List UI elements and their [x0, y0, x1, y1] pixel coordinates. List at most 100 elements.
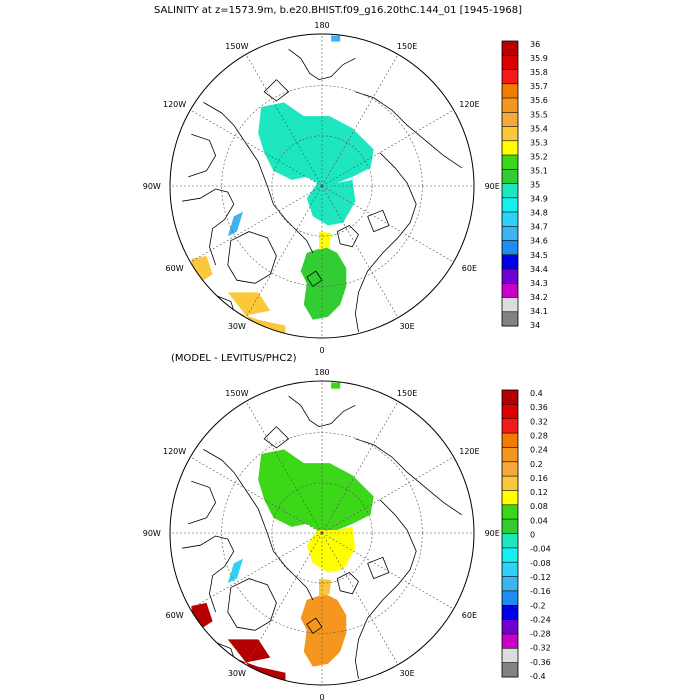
coastline: [288, 395, 356, 428]
colorbar-label: 34.3: [530, 279, 548, 288]
meridian-line: [245, 185, 323, 318]
colorbar-swatch: [502, 547, 518, 563]
colorbar-swatch: [502, 140, 518, 156]
colorbar-swatch: [502, 297, 518, 313]
colorbar-swatch: [502, 418, 518, 434]
colorbar-swatch: [502, 476, 518, 491]
longitude-label: 90E: [485, 529, 500, 538]
colorbar-label: 0.08: [530, 502, 548, 511]
longitude-label: 60E: [462, 264, 477, 273]
region-bering-patch: [331, 35, 341, 42]
longitude-label: 0: [319, 346, 324, 355]
colorbar-label: 0.2: [530, 460, 543, 469]
colorbar-label: -0.24: [530, 615, 551, 624]
colorbar-label: 34.6: [530, 237, 548, 246]
coastline: [188, 480, 217, 525]
longitude-label: 30E: [399, 322, 414, 331]
meridian-line: [190, 456, 323, 534]
colorbar-swatch: [502, 490, 518, 506]
colorbar-swatch: [502, 126, 518, 142]
colorbar-label: 35.7: [530, 82, 548, 91]
region-north-atlantic: [224, 639, 286, 682]
region-eurasian-basin: [306, 179, 356, 226]
longitude-label: 30E: [399, 669, 414, 678]
colorbar-label: 0.24: [530, 446, 548, 455]
colorbar-label: 34.1: [530, 307, 548, 316]
colorbar-swatch: [502, 112, 518, 127]
colorbar-swatch: [502, 461, 518, 477]
colorbar-label: 34.7: [530, 223, 548, 232]
coastline: [182, 535, 235, 613]
meridian-line: [190, 109, 323, 187]
region-baffin-bay: [227, 558, 243, 584]
coastline: [336, 225, 359, 248]
colorbar-swatch: [502, 98, 518, 113]
meridian-line: [321, 185, 454, 263]
colorbar-label: 34.4: [530, 265, 548, 274]
region-baffin-bay: [227, 211, 243, 237]
coastline: [188, 133, 217, 178]
colorbar-swatch: [502, 254, 518, 270]
meridian-line: [321, 109, 454, 187]
salinity-panel: SALINITY at z=1573.9m, b.e20.BHIST.f09_g…: [143, 5, 548, 355]
map-border: [169, 380, 475, 686]
colorbar-label: -0.36: [530, 658, 551, 667]
difference-panel: (MODEL - LEVITUS/PHC2) 180 150E 120E 90E 60E 3…: [143, 353, 551, 700]
colorbar-label: 0.36: [530, 403, 548, 412]
colorbar-label: 35.2: [530, 152, 548, 161]
colorbar-swatch: [502, 519, 518, 534]
meridian-line: [321, 401, 399, 534]
longitude-label: 180: [314, 21, 329, 30]
map-disk: [170, 381, 474, 685]
colorbar-label: -0.12: [530, 573, 551, 582]
region-fram-strait: [319, 578, 332, 597]
coastline: [182, 188, 235, 266]
colorbar-swatch: [502, 183, 518, 199]
meridian-line: [321, 532, 399, 665]
colorbar-swatch: [502, 69, 518, 85]
colorbar-label: 0.04: [530, 516, 548, 525]
longitude-label: 90W: [143, 529, 161, 538]
coastline: [203, 449, 314, 601]
colorbar: 0.4 0.36 0.32 0.28 0.24 0.2 0.16 0.12 0.08 0.04 0 -…: [501, 389, 551, 681]
colorbar: 36 35.9 35.8 35.7 35.6 35.5 35.4 35.3 35.2 35.1 35…: [501, 40, 548, 330]
colorbar-label: 0.4: [530, 389, 543, 398]
coastline: [336, 572, 359, 595]
longitude-label: 120W: [163, 447, 186, 456]
region-labrador-sea: [191, 602, 213, 634]
colorbar-label: -0.2: [530, 601, 546, 610]
region-fram-strait: [319, 231, 332, 250]
meridian-line: [190, 532, 323, 610]
colorbar-label: 35.8: [530, 68, 548, 77]
longitude-label: 150E: [397, 42, 417, 51]
colorbar-swatch: [502, 634, 518, 649]
colorbar-label: 35.3: [530, 138, 548, 147]
meridian-line: [245, 532, 323, 665]
colorbar-swatch: [502, 41, 518, 56]
meridian-line: [245, 54, 323, 187]
colorbar-label: 34.2: [530, 293, 548, 302]
colorbar-label: 35.9: [530, 54, 548, 63]
colorbar-swatch: [502, 83, 518, 99]
coastline: [355, 91, 463, 169]
colorbar-swatch: [502, 269, 518, 284]
chart-title: (MODEL - LEVITUS/PHC2): [171, 353, 297, 364]
region-pacific-basin: [258, 102, 374, 183]
longitude-label: 120W: [163, 100, 186, 109]
coastline: [354, 152, 417, 332]
colorbar-swatch: [502, 590, 518, 606]
region-north-atlantic: [224, 292, 286, 335]
longitude-label: 150E: [397, 389, 417, 398]
coastline: [263, 426, 290, 449]
colorbar-swatch: [502, 169, 518, 184]
region-nordic-seas: [300, 593, 347, 667]
meridian-line: [321, 54, 399, 187]
colorbar-swatch: [502, 533, 518, 549]
region-nordic-seas: [300, 246, 347, 320]
coastline: [354, 499, 417, 679]
colorbar-label: 0.32: [530, 417, 548, 426]
colorbar-swatch: [502, 283, 518, 298]
latitude-circle: [271, 482, 373, 584]
colorbar-swatch: [502, 404, 518, 420]
